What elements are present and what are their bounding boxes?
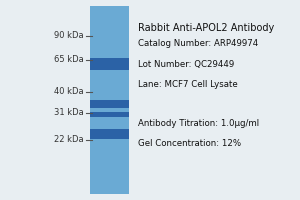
Text: Lane: MCF7 Cell Lysate: Lane: MCF7 Cell Lysate [138, 80, 238, 88]
Text: 90 kDa: 90 kDa [54, 31, 84, 40]
Text: Gel Concentration: 12%: Gel Concentration: 12% [138, 140, 241, 148]
Bar [90, 6, 129, 194]
Text: Catalog Number: ARP49974: Catalog Number: ARP49974 [138, 40, 258, 48]
Text: Rabbit Anti-APOL2 Antibody: Rabbit Anti-APOL2 Antibody [138, 23, 274, 33]
Bar [90, 129, 129, 139]
Text: Antibody Titration: 1.0µg/ml: Antibody Titration: 1.0µg/ml [138, 119, 259, 129]
Text: 31 kDa: 31 kDa [54, 108, 84, 117]
Text: Lot Number: QC29449: Lot Number: QC29449 [138, 60, 234, 68]
Bar [90, 58, 129, 70]
Text: 65 kDa: 65 kDa [54, 55, 84, 64]
Bar [90, 100, 129, 108]
Bar [90, 112, 129, 117]
Text: 22 kDa: 22 kDa [54, 136, 84, 144]
Text: 40 kDa: 40 kDa [54, 88, 84, 97]
